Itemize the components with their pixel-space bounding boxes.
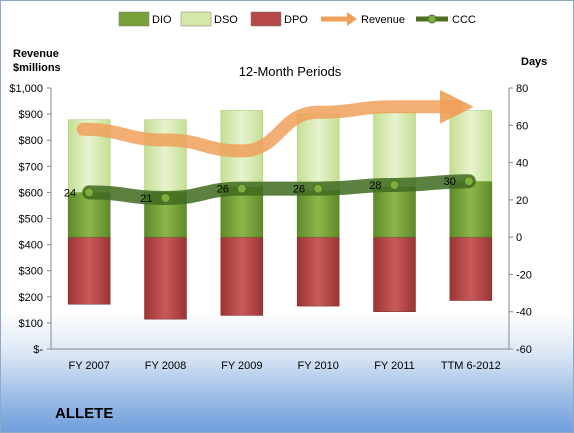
bar-dpo xyxy=(373,236,416,312)
bar-dso xyxy=(449,110,493,182)
left-axis-label-line1: Revenue xyxy=(13,48,59,60)
bar-dso xyxy=(296,113,340,191)
left-tick-label: $600 xyxy=(19,187,43,199)
legend-swatch-dpo xyxy=(250,11,282,27)
legend-arrow-revenue xyxy=(347,12,357,26)
right-tick-label: 20 xyxy=(516,195,528,207)
category-label: FY 2009 xyxy=(221,360,262,372)
right-tick-label: 0 xyxy=(516,232,522,244)
legend-swatch-dso xyxy=(180,11,212,27)
chart-title: 12-Month Periods xyxy=(239,64,342,79)
bar-dpo xyxy=(67,236,111,305)
ccc-data-label: 21 xyxy=(140,193,152,205)
legend-swatch-dio xyxy=(118,11,150,27)
ccc-point xyxy=(236,183,247,194)
ccc-point xyxy=(389,179,400,190)
left-tick-label: $200 xyxy=(19,292,43,304)
bar-dio xyxy=(449,180,493,238)
right-tick-label: -60 xyxy=(516,344,532,356)
bar-dso xyxy=(144,119,187,193)
line-series: 24 21 26 26 28 30 xyxy=(64,89,476,205)
category-label: FY 2007 xyxy=(68,360,109,372)
bar-dpo xyxy=(296,236,340,307)
right-tick-label: -40 xyxy=(516,307,532,319)
legend: DIO DSO DPO Revenue CCC xyxy=(118,11,476,27)
legend-label: DIO xyxy=(152,14,172,26)
right-axis-label: Days xyxy=(521,56,547,68)
bar-dio xyxy=(296,190,340,238)
left-axis-label-line2: $millions xyxy=(13,62,61,74)
left-axis: $- $100 $200 $300 $400 $500 $600 $700 $800 $900 $1… xyxy=(9,83,52,356)
company-name: ALLETE xyxy=(55,405,114,422)
right-tick-label: 40 xyxy=(516,158,528,170)
left-tick-label: $1,000 xyxy=(9,83,43,95)
legend-marker-ccc xyxy=(427,14,437,24)
ccc-point xyxy=(160,192,171,203)
bar-dso xyxy=(373,111,416,188)
bar-dpo xyxy=(220,236,264,316)
revenue-line xyxy=(76,89,474,158)
ccc-line xyxy=(82,174,476,205)
category-axis: FY 2007 FY 2008 FY 2009 FY 2010 FY 2011 TTM 6… xyxy=(68,360,500,372)
bar-dio xyxy=(67,192,111,238)
bar-dpo xyxy=(144,236,187,320)
left-tick-label: $800 xyxy=(19,135,43,147)
legend-label: DPO xyxy=(284,14,308,26)
ccc-data-label: 28 xyxy=(369,180,381,192)
left-tick-label: $400 xyxy=(19,240,43,252)
left-tick-label: $500 xyxy=(19,214,43,226)
left-tick-label: $- xyxy=(33,344,43,356)
right-axis: -60 -40 -20 0 20 40 60 80 xyxy=(508,83,532,356)
right-tick-label: 80 xyxy=(516,83,528,95)
category-label: FY 2008 xyxy=(145,360,186,372)
left-tick-label: $900 xyxy=(19,109,43,121)
ccc-data-label: 26 xyxy=(217,184,229,196)
ccc-point xyxy=(313,183,324,194)
category-label: FY 2010 xyxy=(297,360,338,372)
legend-label: Revenue xyxy=(361,14,405,26)
bar-dpo xyxy=(449,236,493,301)
right-tick-label: 60 xyxy=(516,120,528,132)
ccc-point xyxy=(463,176,474,187)
category-label: FY 2011 xyxy=(374,360,415,372)
legend-label: DSO xyxy=(214,14,238,26)
left-tick-label: $700 xyxy=(19,161,43,173)
right-tick-label: -20 xyxy=(516,269,532,281)
ccc-data-label: 26 xyxy=(293,184,305,196)
left-tick-label: $300 xyxy=(19,266,43,278)
legend-label: CCC xyxy=(452,14,476,26)
ccc-data-label: 30 xyxy=(444,176,456,188)
bar-dio xyxy=(373,186,416,238)
left-tick-label: $100 xyxy=(19,318,43,330)
ccc-point xyxy=(84,187,95,198)
category-label: TTM 6-2012 xyxy=(441,360,501,372)
ccc-data-label: 24 xyxy=(64,187,76,199)
